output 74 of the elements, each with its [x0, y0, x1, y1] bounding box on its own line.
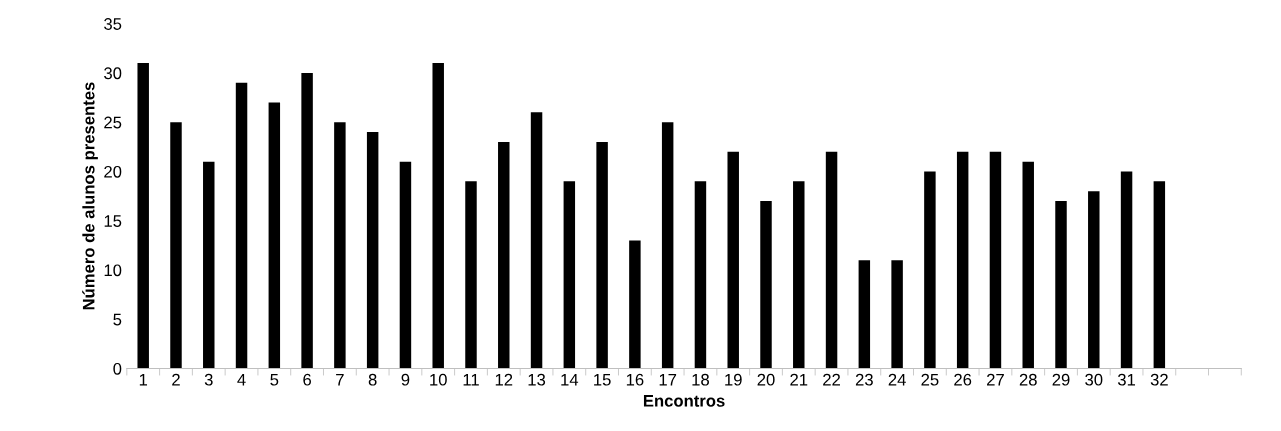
bar: [1120, 171, 1133, 369]
x-tick-label: 25: [921, 373, 939, 386]
bar: [1088, 191, 1100, 369]
x-tick-label: 6: [303, 373, 311, 386]
x-tick-label: 3: [204, 373, 213, 386]
bar: [530, 112, 543, 369]
bar: [727, 151, 739, 369]
bar: [760, 201, 772, 369]
x-tick-label: 12: [495, 373, 513, 386]
x-tick-label: 18: [692, 373, 709, 386]
bar: [629, 240, 641, 369]
x-tick-label: 10: [430, 373, 447, 386]
y-tick-label: 15: [104, 215, 122, 227]
y-axis-title: Número de alunos presentes: [82, 82, 98, 310]
bar: [1055, 201, 1067, 369]
bar: [891, 260, 903, 369]
y-tick-label: 0: [113, 362, 122, 375]
bar: [793, 181, 805, 369]
y-tick-label: 5: [113, 313, 122, 326]
bar: [924, 171, 936, 369]
bar: [498, 141, 510, 369]
y-tick-label: 10: [104, 264, 122, 277]
x-tick-label: 1: [139, 373, 148, 386]
x-axis-title: Encontros: [643, 395, 725, 407]
x-tick-label: 11: [463, 373, 479, 386]
x-tick-label: 8: [368, 373, 377, 386]
bar: [170, 122, 182, 369]
x-tick-label: 4: [237, 373, 246, 386]
x-tick-label: 9: [401, 373, 410, 386]
bar: [1022, 161, 1034, 369]
bar: [432, 63, 444, 369]
x-tick-label: 13: [528, 373, 546, 386]
x-tick-label: 15: [594, 373, 611, 386]
bar: [956, 151, 969, 369]
y-tick-label: 25: [104, 116, 122, 129]
x-tick-label: 5: [270, 373, 279, 386]
bar: [1153, 181, 1166, 369]
x-tick-label: 21: [790, 373, 808, 386]
bar: [661, 122, 674, 369]
x-tick-label: 26: [954, 373, 972, 386]
x-tick-label: 29: [1052, 373, 1070, 386]
bar: [563, 181, 576, 369]
y-tick-label: 30: [104, 67, 122, 80]
bar: [235, 82, 248, 369]
bar: [825, 151, 838, 369]
x-tick-label: 24: [888, 373, 906, 386]
x-tick-label: 27: [987, 373, 1004, 386]
x-tick-label: 14: [561, 373, 579, 386]
x-tick-label: 32: [1150, 373, 1168, 386]
x-tick-label: 2: [172, 373, 180, 386]
x-tick-label: 23: [855, 373, 873, 386]
y-tick-label: 35: [104, 18, 122, 30]
bar: [137, 63, 149, 369]
bar: [301, 72, 313, 369]
x-tick-label: 7: [336, 373, 344, 386]
bar: [694, 181, 707, 369]
bar: [399, 161, 412, 369]
bar: [203, 161, 215, 369]
x-tick-label: 31: [1117, 373, 1136, 386]
x-tick-label: 17: [659, 373, 677, 386]
x-tick-label: 30: [1085, 373, 1103, 386]
x-tick-label: 16: [626, 373, 644, 386]
bar: [596, 141, 608, 369]
y-tick-label: 20: [104, 165, 122, 178]
bar: [334, 122, 346, 369]
x-tick-label: 28: [1019, 373, 1037, 386]
bar: [858, 260, 871, 369]
x-tick-label: 22: [823, 373, 840, 386]
bar: [366, 132, 379, 369]
x-tick-label: 20: [757, 373, 775, 386]
x-tick-label: 19: [725, 373, 742, 386]
bar: [268, 102, 281, 369]
bar: [989, 151, 1002, 369]
bar: [465, 181, 477, 369]
